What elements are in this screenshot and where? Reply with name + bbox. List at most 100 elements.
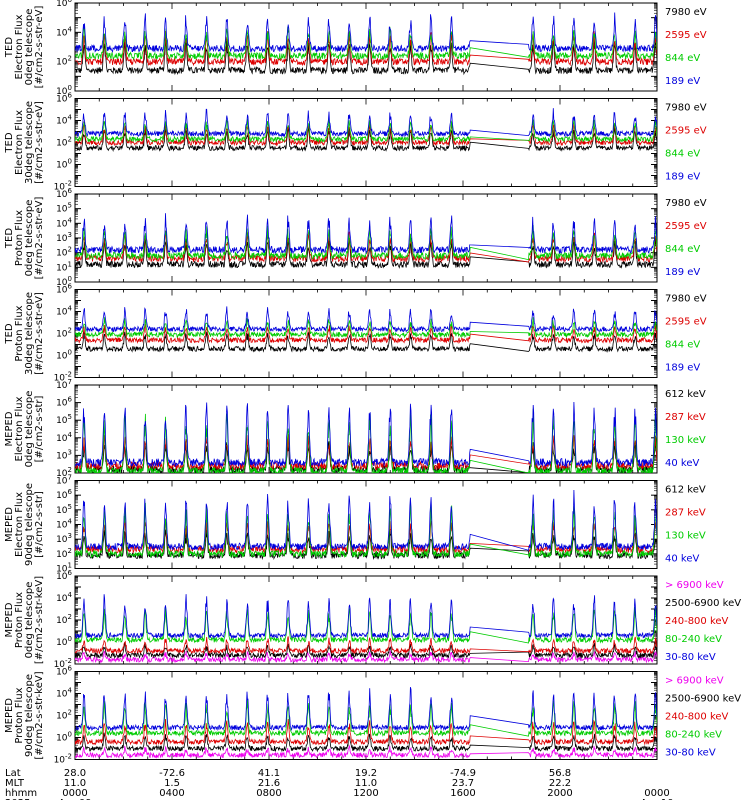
- y-axis-label: [#/cm2-s-str-keV]: [34, 671, 45, 759]
- legend-entry: > 6900 keV: [665, 676, 724, 687]
- y-axis-label: Proton Flux: [14, 210, 25, 266]
- y-axis-label: Electron Flux: [14, 492, 25, 557]
- x-axis-tick-label: 0800: [256, 788, 281, 799]
- y-tick-label: 102: [56, 55, 72, 68]
- legend-entry: 240-800 keV: [665, 712, 729, 723]
- legend-entry: 2500-6900 keV: [665, 598, 741, 609]
- y-tick-label: 103: [56, 448, 72, 461]
- y-tick-label: 105: [56, 413, 72, 426]
- y-tick-label: 104: [56, 114, 72, 127]
- y-tick-label: 104: [56, 305, 72, 318]
- y-axis-label: [#/cm2-s-str]: [34, 395, 45, 462]
- series-line: [75, 489, 657, 552]
- x-axis-tick-label: -72.6: [159, 768, 185, 779]
- y-tick-label: 105: [56, 503, 72, 516]
- y-axis-label: TED: [4, 132, 15, 153]
- legend-entry: 844 eV: [665, 53, 700, 64]
- y-axis-label: Proton Flux: [14, 305, 25, 361]
- x-axis-tick-label: 28.0: [64, 768, 86, 779]
- y-tick-label: 104: [56, 25, 72, 38]
- panel-frame: [74, 193, 658, 283]
- legend-entry: 80-240 keV: [665, 634, 722, 645]
- y-tick-label: 103: [56, 231, 72, 244]
- y-tick-label: 106: [56, 488, 72, 501]
- legend-entry: 80-240 keV: [665, 730, 722, 741]
- y-axis-label: [#/cm2-s-str-eV]: [34, 101, 45, 184]
- y-tick-label: 100: [56, 158, 72, 171]
- x-axis-row-label: hhmm: [5, 788, 37, 799]
- legend-entry: 2595 eV: [665, 221, 707, 232]
- series-line: [75, 237, 657, 270]
- y-axis-label: MEPED: [4, 698, 15, 733]
- legend-entry: 30-80 keV: [665, 748, 716, 759]
- series-line: [75, 744, 657, 759]
- legend-entry: 189 eV: [665, 363, 700, 374]
- legend-entry: 2595 eV: [665, 30, 707, 41]
- y-axis-label: Proton Flux: [14, 687, 25, 743]
- y-axis-label: MEPED: [4, 507, 15, 542]
- y-axis-label: Electron Flux: [14, 396, 25, 461]
- y-tick-label: 106: [56, 0, 72, 9]
- legend-entry: 844 eV: [665, 244, 700, 255]
- legend-entry: 844 eV: [665, 340, 700, 351]
- y-axis-label: [#/cm2-s-str-eV]: [34, 292, 45, 375]
- legend-entry: 844 eV: [665, 149, 700, 160]
- y-axis-label: MEPED: [4, 411, 15, 446]
- y-tick-label: 100: [56, 349, 72, 362]
- y-tick-label: 100: [56, 731, 72, 744]
- series-line: [75, 636, 657, 655]
- legend-entry: 189 eV: [665, 76, 700, 87]
- legend-entry: 240-800 keV: [665, 616, 729, 627]
- legend-entry: 189 eV: [665, 267, 700, 278]
- legend-entry: 7980 eV: [665, 103, 707, 114]
- y-axis-label: MEPED: [4, 602, 15, 637]
- y-axis-label: 90deg telescope: [24, 674, 35, 757]
- x-axis-tick-label: 11.0: [64, 778, 86, 789]
- y-tick-label: 104: [56, 687, 72, 700]
- y-tick-label: 102: [56, 709, 72, 722]
- series-line: [75, 317, 657, 339]
- x-axis-row-label: MLT: [5, 778, 25, 789]
- y-axis-label: [#/cm2-s-str-keV]: [34, 576, 45, 664]
- series-line: [75, 642, 657, 660]
- x-axis-tick-label: 0000: [62, 788, 87, 799]
- series-line: [75, 732, 657, 753]
- x-axis-tick-label: 1200: [353, 788, 378, 799]
- legend-entry: 287 keV: [665, 412, 706, 423]
- y-axis-label: TED: [4, 37, 15, 58]
- series-line: [75, 126, 657, 152]
- series-line: [75, 225, 657, 261]
- series-line: [75, 502, 657, 559]
- series-line: [75, 594, 657, 640]
- y-tick-label: 102: [56, 246, 72, 259]
- series-line: [75, 121, 657, 147]
- x-axis-tick-label: 0000: [644, 788, 669, 799]
- series-line: [75, 30, 657, 67]
- x-axis-tick-label: 19.2: [355, 768, 377, 779]
- y-axis-label: 0deg telescope: [24, 582, 35, 659]
- y-axis-label: 0deg telescope: [24, 200, 35, 277]
- y-axis-label: 0deg telescope: [24, 9, 35, 86]
- legend-entry: 7980 eV: [665, 7, 707, 18]
- legend-entry: 130 keV: [665, 531, 706, 542]
- legend-entry: 612 keV: [665, 389, 706, 400]
- y-tick-label: 104: [56, 216, 72, 229]
- legend-entry: 7980 eV: [665, 294, 707, 305]
- y-axis-label: [#/cm2-s-str-eV]: [34, 6, 45, 89]
- x-axis-tick-label: 11.0: [355, 778, 377, 789]
- x-axis-tick-label: 22.2: [549, 778, 571, 789]
- series-line: [75, 12, 657, 54]
- y-tick-label: 102: [56, 547, 72, 560]
- legend-entry: 40 keV: [665, 554, 699, 565]
- series-line: [75, 408, 657, 473]
- legend-entry: 612 keV: [665, 485, 706, 496]
- legend-entry: > 6900 keV: [665, 580, 724, 591]
